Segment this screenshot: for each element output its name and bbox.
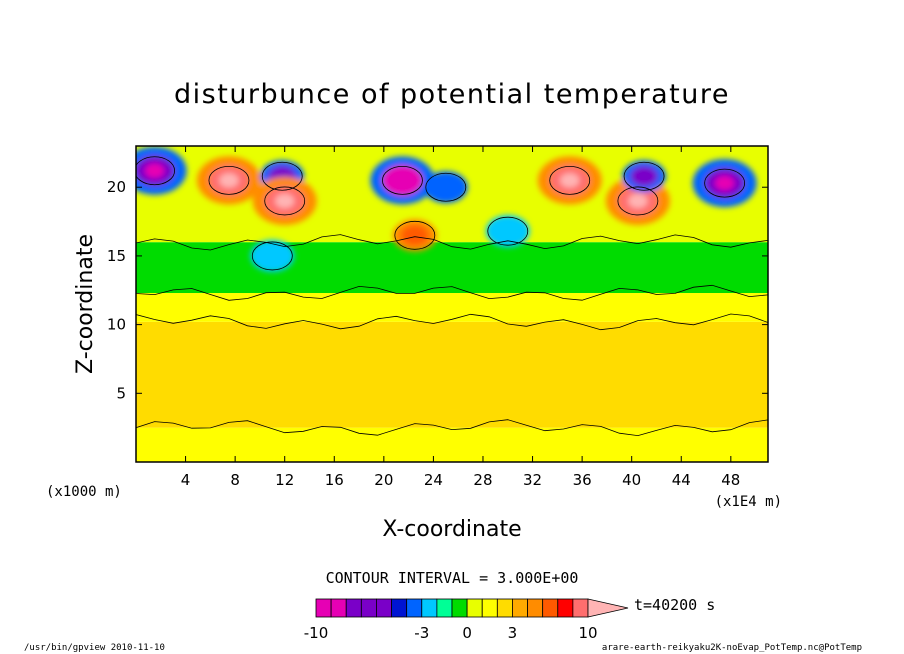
colorbar-cell — [391, 598, 408, 618]
colorbar-cell — [542, 598, 559, 618]
colorbar-cell — [451, 598, 468, 618]
plot-frame — [135, 145, 769, 463]
contour-line — [136, 313, 768, 331]
anomaly-core — [432, 177, 460, 198]
contour-interval: CONTOUR INTERVAL = 3.000E+00 — [326, 569, 579, 587]
anomaly-peak — [628, 193, 648, 209]
x-tick-label: 16 — [325, 471, 344, 489]
anomaly-peak — [560, 173, 580, 188]
colorbar-tick-label: -3 — [414, 624, 429, 642]
x-unit-right: (x1E4 m) — [715, 494, 782, 510]
colorbar-cell — [345, 598, 362, 618]
contour-ring — [264, 186, 306, 216]
field-band — [136, 321, 768, 428]
contour-ring — [549, 165, 591, 195]
field-band — [136, 242, 768, 294]
contour-ring — [136, 156, 175, 186]
anomaly-core — [630, 166, 658, 187]
colorbar-tick-label: 10 — [578, 624, 597, 642]
y-tick-label: 15 — [107, 247, 126, 265]
contour-ring — [208, 165, 250, 195]
contour-ring — [382, 165, 423, 195]
y-tick-label: 5 — [116, 384, 126, 402]
plot-area — [136, 146, 768, 462]
anomaly-core — [401, 225, 429, 246]
x-tick-label: 40 — [622, 471, 641, 489]
anomaly-core — [258, 245, 286, 266]
colorbar-cell — [360, 598, 377, 618]
anomaly-peak — [144, 163, 165, 178]
x-tick-label: 12 — [275, 471, 294, 489]
colorbar-cell — [481, 598, 498, 618]
x-tick-label: 4 — [181, 471, 191, 489]
contour-ring — [617, 186, 659, 216]
footer-left: /usr/bin/gpview 2010-11-10 — [24, 643, 165, 653]
anomaly-peak — [219, 173, 239, 188]
colorbar-cell — [557, 598, 574, 618]
colorbar-cell — [512, 598, 528, 618]
x-tick-label: 20 — [374, 471, 393, 489]
colorbar-cell — [466, 598, 483, 618]
x-tick-label: 8 — [230, 471, 240, 489]
field-band — [136, 427, 768, 462]
x-tick-label: 28 — [473, 471, 492, 489]
colorbar-cell — [496, 598, 513, 618]
contour-ring — [251, 241, 293, 271]
y-axis-ticks: 5 10 15 20 — [107, 178, 768, 402]
x-tick-label: 36 — [573, 471, 592, 489]
colorbar-cell — [527, 598, 544, 618]
x-tick-label: 48 — [721, 471, 740, 489]
x-tick-label: 32 — [523, 471, 542, 489]
colorbar-cell — [315, 598, 332, 618]
contour-ring — [394, 220, 436, 250]
colorbar-cell — [376, 598, 392, 618]
anomaly-peak — [275, 193, 295, 209]
contour-lines — [136, 156, 768, 437]
colorbar-tick-label: 3 — [508, 624, 518, 642]
anomaly-peak — [715, 175, 735, 191]
footer-right: arare-earth-reikyaku2K-noEvap_PotTemp.nc… — [602, 643, 862, 653]
colorbar-tick-label: -10 — [304, 624, 329, 642]
field-band — [136, 293, 768, 322]
y-axis-label: Z-coordinate — [73, 234, 98, 374]
time-label: t=40200 s — [634, 596, 715, 614]
colorbar-cell — [330, 598, 347, 618]
contour-ring — [704, 168, 746, 198]
x-unit-left: (x1000 m) — [46, 484, 122, 500]
colorbar-extend-arrow — [587, 598, 629, 618]
colorbar-labels: -10 -3 0 3 10 — [304, 624, 598, 642]
contour-line — [136, 284, 768, 301]
contour-ring — [487, 216, 529, 246]
contour-line — [136, 234, 768, 251]
contour-ring — [425, 172, 467, 202]
contour-ring — [261, 161, 303, 191]
colorbar-cell — [421, 598, 438, 618]
colorbar — [315, 598, 629, 618]
colorbar-cell — [406, 598, 423, 618]
x-axis-label: X-coordinate — [382, 517, 521, 542]
colorbar-cell — [436, 598, 453, 618]
x-axis-ticks: 4 8 12 16 20 24 28 32 36 40 44 48 — [181, 146, 740, 489]
anomaly-peak — [392, 173, 413, 188]
anomaly-core — [494, 221, 522, 242]
anomaly-blobs — [136, 146, 757, 272]
contour-line — [136, 419, 768, 437]
colorbar-cell — [572, 598, 589, 618]
colorbar-tick-label: 0 — [462, 624, 472, 642]
contour-ring — [623, 161, 665, 191]
x-tick-label: 44 — [672, 471, 691, 489]
y-tick-label: 10 — [107, 316, 126, 334]
chart-title: disturbunce of potential temperature — [174, 79, 730, 110]
y-tick-label: 20 — [107, 178, 126, 196]
x-tick-label: 24 — [424, 471, 443, 489]
